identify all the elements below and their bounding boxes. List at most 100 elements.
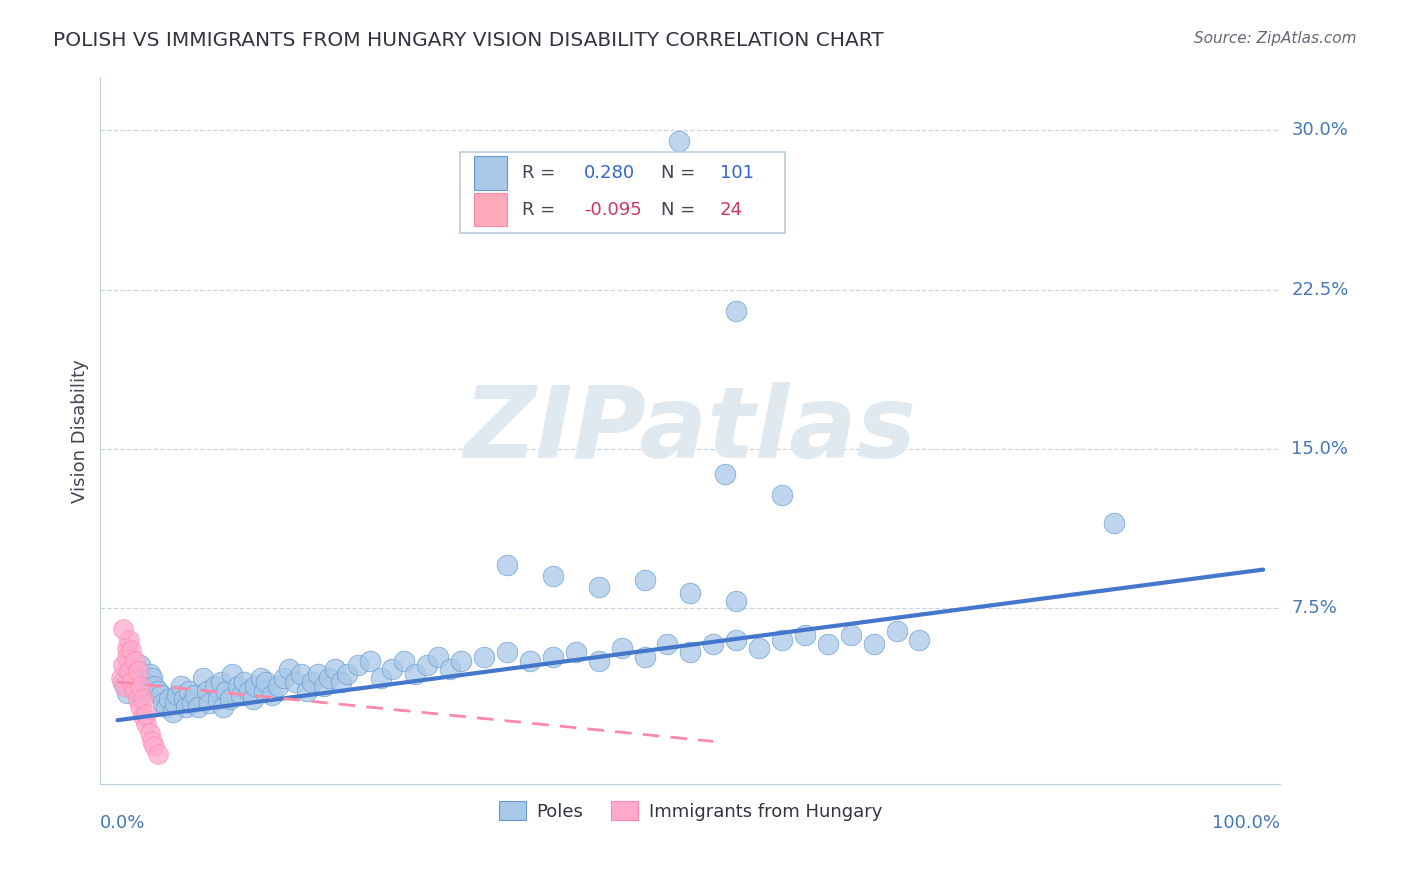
Text: 0.280: 0.280: [583, 164, 636, 182]
Point: [166, 688, 188, 702]
Point: [231, 688, 253, 702]
Point: [817, 637, 839, 651]
Point: [127, 692, 149, 706]
Point: [174, 700, 197, 714]
Point: [249, 671, 271, 685]
Point: [212, 700, 235, 714]
Point: [141, 671, 163, 685]
Point: [908, 632, 931, 647]
Point: [129, 658, 152, 673]
Text: 0.0%: 0.0%: [100, 814, 146, 832]
Point: [347, 658, 370, 673]
Point: [679, 586, 702, 600]
Point: [318, 671, 340, 685]
Point: [404, 666, 426, 681]
Point: [129, 679, 152, 693]
Point: [118, 665, 141, 679]
Point: [702, 637, 724, 651]
Point: [120, 675, 142, 690]
Point: [127, 665, 149, 679]
Point: [120, 679, 142, 693]
Point: [232, 675, 254, 690]
Point: [256, 675, 278, 690]
Point: [118, 632, 141, 647]
Point: [138, 726, 160, 740]
Point: [565, 645, 588, 659]
Point: [118, 665, 141, 679]
Text: -0.095: -0.095: [583, 201, 643, 219]
Point: [150, 688, 173, 702]
Point: [336, 666, 359, 681]
Text: POLISH VS IMMIGRANTS FROM HUNGARY VISION DISABILITY CORRELATION CHART: POLISH VS IMMIGRANTS FROM HUNGARY VISION…: [53, 31, 884, 50]
Bar: [474, 193, 508, 227]
Point: [135, 706, 157, 721]
Point: [668, 134, 690, 148]
Text: 22.5%: 22.5%: [1292, 281, 1348, 299]
Point: [152, 696, 174, 710]
Point: [392, 654, 415, 668]
Text: 7.5%: 7.5%: [1292, 599, 1337, 616]
Point: [381, 662, 404, 676]
Point: [155, 700, 177, 714]
Point: [112, 679, 135, 693]
Point: [1102, 516, 1125, 530]
Point: [307, 666, 329, 681]
Text: 15.0%: 15.0%: [1292, 440, 1348, 458]
Point: [112, 658, 135, 673]
Point: [115, 649, 138, 664]
Point: [157, 692, 180, 706]
Point: [115, 641, 138, 656]
Point: [262, 688, 284, 702]
Point: [725, 632, 748, 647]
Point: [748, 641, 770, 656]
Point: [163, 696, 186, 710]
Point: [187, 700, 209, 714]
Point: [127, 683, 149, 698]
Point: [284, 675, 307, 690]
Point: [204, 679, 226, 693]
Point: [472, 649, 495, 664]
Point: [312, 679, 335, 693]
Point: [862, 637, 884, 651]
Point: [120, 643, 142, 657]
Point: [195, 683, 218, 698]
Point: [725, 594, 748, 608]
Point: [267, 679, 290, 693]
Point: [132, 709, 155, 723]
Point: [253, 683, 276, 698]
Point: [359, 654, 381, 668]
Point: [301, 675, 323, 690]
Point: [112, 675, 135, 690]
Point: [496, 645, 519, 659]
Point: [713, 467, 735, 482]
Point: [329, 675, 352, 690]
Point: [110, 671, 132, 685]
Point: [124, 671, 146, 685]
FancyBboxPatch shape: [460, 152, 785, 233]
Point: [416, 658, 439, 673]
Point: [886, 624, 908, 639]
Point: [541, 569, 564, 583]
Point: [610, 641, 633, 656]
Point: [273, 671, 295, 685]
Text: Source: ZipAtlas.com: Source: ZipAtlas.com: [1194, 31, 1357, 46]
Point: [112, 622, 135, 636]
Point: [132, 692, 155, 706]
Point: [135, 685, 157, 699]
Point: [278, 662, 301, 676]
Text: 24: 24: [720, 201, 742, 219]
Text: ZIPatlas: ZIPatlas: [464, 382, 917, 479]
Point: [725, 303, 748, 318]
Point: [207, 692, 229, 706]
Text: 101: 101: [720, 164, 754, 182]
Point: [243, 679, 266, 693]
Point: [198, 696, 221, 710]
Point: [162, 705, 184, 719]
Point: [519, 654, 541, 668]
Point: [169, 679, 191, 693]
Point: [588, 580, 610, 594]
Point: [588, 654, 610, 668]
Point: [770, 632, 793, 647]
Text: R =: R =: [522, 201, 555, 219]
Point: [221, 666, 243, 681]
